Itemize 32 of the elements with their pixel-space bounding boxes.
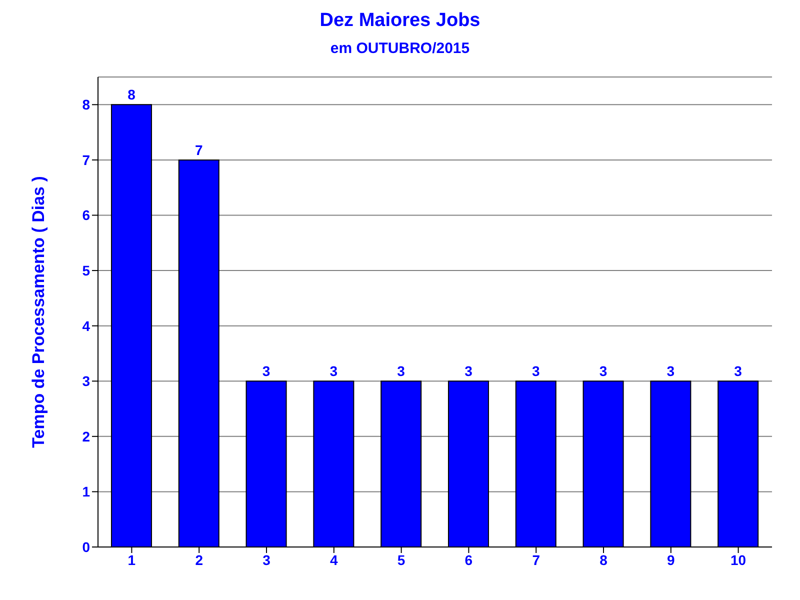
chart-subtitle: em OUTUBRO/2015 (329, 40, 471, 57)
x-tick-label: 4 (330, 552, 338, 568)
y-tick-label: 6 (82, 207, 90, 224)
data-label: 7 (194, 142, 203, 158)
y-tick-label: 5 (82, 262, 90, 278)
y-tick-label: 2 (82, 428, 90, 444)
data-label: 3 (666, 363, 675, 380)
x-tick-label: 6 (464, 552, 473, 568)
y-tick-label: 1 (82, 484, 90, 500)
data-label: 3 (532, 363, 540, 380)
x-tick-label: 5 (397, 552, 406, 568)
data-label: 3 (464, 363, 473, 380)
y-tick-label: 8 (82, 96, 90, 113)
chart-title: Dez Maiores Jobs (318, 9, 482, 32)
x-tick-label: 1 (128, 552, 136, 568)
data-label: 3 (397, 363, 406, 380)
x-tick-label: 10 (730, 552, 746, 568)
x-tick-label: 2 (195, 552, 204, 568)
y-tick-label: 3 (82, 373, 90, 390)
x-tick-label: 8 (600, 552, 608, 568)
y-tick-label: 4 (82, 318, 90, 334)
y-tick-label: 0 (82, 538, 90, 555)
data-label: 3 (330, 363, 338, 380)
x-tick-label: 9 (667, 552, 675, 568)
data-label: 8 (128, 86, 136, 103)
y-tick-label: 7 (82, 152, 90, 168)
y-axis-title: Tempo de Processamento ( Dias ) (29, 176, 48, 448)
x-tick-label: 7 (532, 552, 540, 568)
x-tick-label: 3 (262, 552, 271, 568)
data-label: 3 (734, 363, 742, 380)
data-label: 3 (262, 363, 270, 380)
data-label: 3 (599, 363, 608, 380)
